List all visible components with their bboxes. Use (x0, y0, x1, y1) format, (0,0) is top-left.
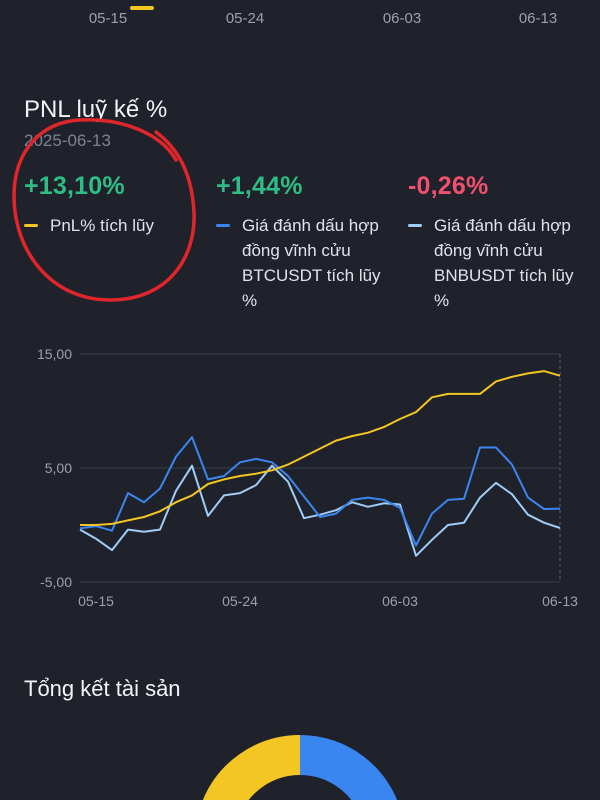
legend-label: Giá đánh dấu hợp đồng vĩnh cửu BNBUSDT t… (434, 216, 574, 310)
x-tick-label: 05-24 (222, 593, 258, 609)
legend-item[interactable]: Giá đánh dấu hợp đồng vĩnh cửu BNBUSDT t… (408, 213, 588, 313)
series-line (80, 370, 561, 526)
donut-segment (299, 735, 397, 800)
legend-item[interactable]: Giá đánh dấu hợp đồng vĩnh cửu BTCUSDT t… (216, 213, 396, 313)
top-axis-tick: 06-03 (382, 10, 422, 27)
legend-label: PnL% tích lũy (50, 216, 154, 235)
metric-value: +1,44% (216, 172, 303, 200)
pnl-date: 2025-06-13 (24, 131, 111, 150)
y-tick-label: 5,00 (45, 460, 72, 476)
metric-bnb: -0,26% Giá đánh dấu hợp đồng vĩnh cửu BN… (408, 172, 588, 313)
donut-segment (202, 735, 301, 800)
x-tick-label: 05-15 (78, 593, 114, 609)
pnl-title: PNL luỹ kế % (24, 96, 168, 123)
legend-swatch (24, 224, 38, 227)
asset-summary-title: Tổng kết tài sản (24, 676, 181, 701)
metric-btc: +1,44% Giá đánh dấu hợp đồng vĩnh cửu BT… (216, 172, 396, 313)
legend-item[interactable]: PnL% tích lũy (24, 213, 204, 238)
top-axis: 05-15 05-24 06-03 06-13 (0, 0, 600, 40)
top-axis-tick: 05-15 (88, 10, 128, 27)
series-line (79, 436, 561, 547)
x-tick-label: 06-03 (382, 593, 418, 609)
top-axis-tick: 05-24 (225, 10, 265, 27)
series-line (79, 464, 561, 557)
top-axis-tick: 06-13 (518, 10, 558, 27)
metric-value: +13,10% (24, 172, 125, 200)
y-tick-label: -5,00 (40, 574, 72, 590)
pnl-chart[interactable]: 15,00 5,00 -5,00 05-15 05-24 06-03 06-13 (0, 340, 600, 620)
legend-label: Giá đánh dấu hợp đồng vĩnh cửu BTCUSDT t… (242, 216, 381, 310)
scroll-indicator (130, 6, 154, 10)
legend-swatch (408, 224, 422, 227)
legend-swatch (216, 224, 230, 227)
x-tick-label: 06-13 (542, 593, 578, 609)
metric-value: -0,26% (408, 172, 489, 200)
metric-pnl: +13,10% PnL% tích lũy (24, 172, 204, 238)
asset-donut-chart[interactable] (0, 730, 600, 800)
y-tick-label: 15,00 (37, 346, 72, 362)
